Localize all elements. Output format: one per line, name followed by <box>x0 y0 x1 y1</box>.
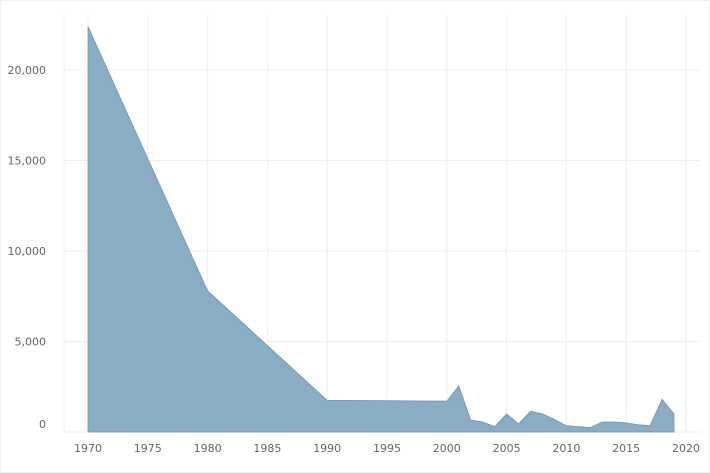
area-fill <box>87 26 675 433</box>
x-tick-label: 1985 <box>253 442 281 455</box>
x-tick-label: 1990 <box>313 442 341 455</box>
x-tick-label: 1970 <box>74 442 102 455</box>
y-tick-label: 15,000 <box>8 155 47 168</box>
y-tick-label: 20,000 <box>8 64 47 77</box>
y-tick-label: 0 <box>39 418 46 431</box>
x-axis-ticks: 1970 1975 1980 1985 1990 1995 2000 2005 2010 2015… <box>74 442 700 455</box>
x-tick-label: 2010 <box>552 442 580 455</box>
area-series <box>87 26 675 433</box>
x-tick-label: 2005 <box>493 442 521 455</box>
y-axis-ticks: 0 5,000 10,000 15,000 20,000 <box>8 64 47 431</box>
y-tick-label: 10,000 <box>8 245 47 258</box>
x-tick-label: 2000 <box>433 442 461 455</box>
x-tick-label: 2015 <box>612 442 640 455</box>
y-tick-label: 5,000 <box>15 336 47 349</box>
x-tick-label: 1975 <box>134 442 162 455</box>
x-tick-label: 1980 <box>194 442 222 455</box>
x-tick-label: 1995 <box>373 442 401 455</box>
x-tick-label: 2020 <box>672 442 700 455</box>
